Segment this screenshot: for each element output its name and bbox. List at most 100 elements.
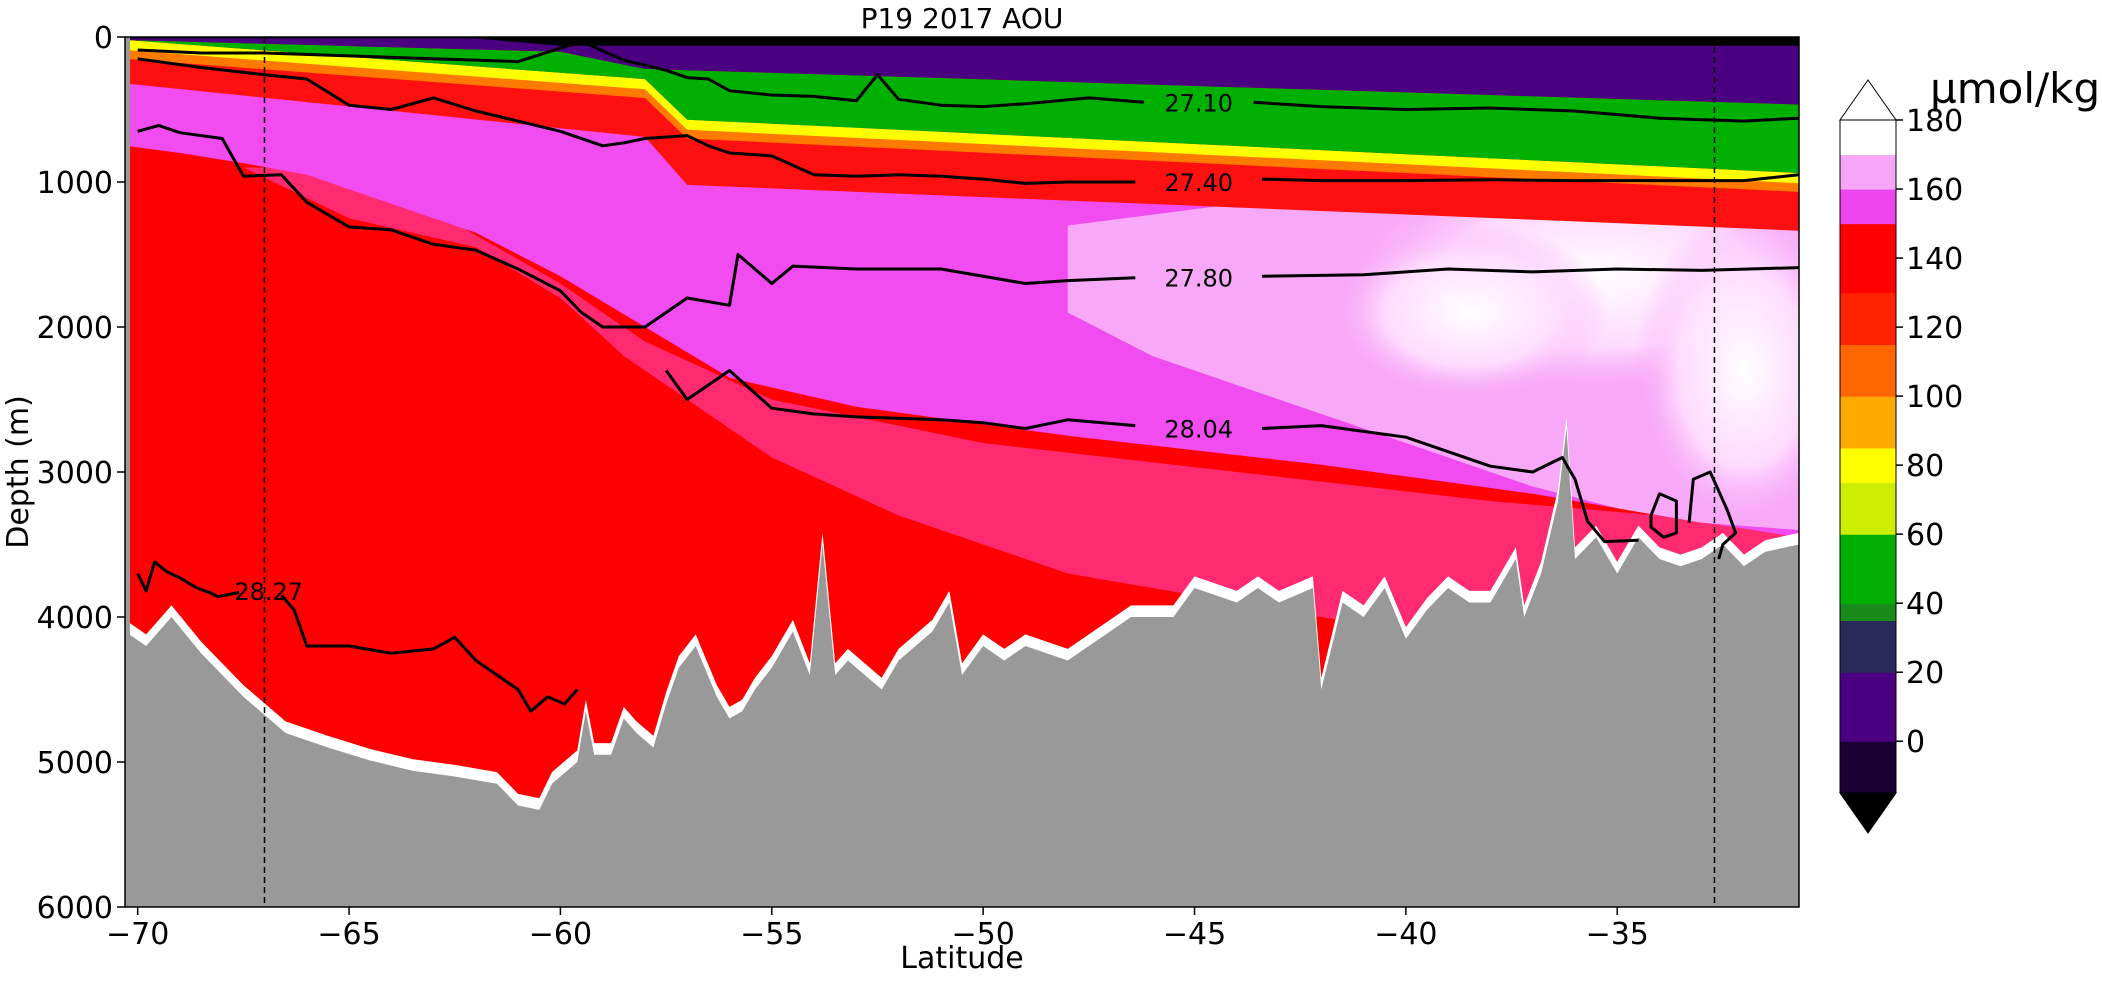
colorbar-segment <box>1840 154 1896 173</box>
white-max-core-2 <box>1329 222 1610 403</box>
colorbar-segment <box>1840 120 1896 138</box>
colorbar-label: µmol/kg <box>1930 64 2100 113</box>
yellow-band <box>125 39 1799 184</box>
isopycnal-28.04 <box>1649 492 1678 539</box>
y-axis-label: Depth (m) <box>1 395 36 549</box>
x-tick-label: −45 <box>1163 917 1226 952</box>
colorbar-segment <box>1840 171 1896 190</box>
y-tick-label: 3000 <box>37 456 113 491</box>
isopycnal-27.40 <box>137 57 1136 185</box>
contour-label: 27.10 <box>1164 89 1233 117</box>
colorbar-segment <box>1840 309 1896 328</box>
colorbar-segment <box>1840 275 1896 294</box>
isopycnal-27.80 <box>1262 266 1799 278</box>
contour-label: 27.80 <box>1164 265 1233 293</box>
x-tick-label: −35 <box>1586 917 1649 952</box>
surface-black-band <box>125 37 1799 46</box>
y-tick-label: 1000 <box>37 166 113 201</box>
y-tick-label: 2000 <box>37 311 113 346</box>
chart-title: P19 2017 AOU <box>861 2 1064 35</box>
colorbar-segment <box>1840 292 1896 311</box>
colorbar-segment <box>1840 240 1896 259</box>
colorbar-segment <box>1840 447 1896 466</box>
isopycnal-27.80 <box>137 124 1136 329</box>
colorbar-segment <box>1840 361 1896 380</box>
colorbar-segment <box>1840 482 1896 501</box>
upper-red-band <box>125 50 1799 231</box>
colorbar-segment <box>1840 465 1896 483</box>
axes: −70 −65 −60 −55 −50 −45 −40 −35 0 1000 2000 3000 400… <box>37 21 1649 952</box>
x-tick-label: −55 <box>740 917 803 952</box>
left-edge-mask <box>125 37 130 907</box>
colorbar-segment <box>1840 775 1896 794</box>
x-tick-label: −65 <box>317 917 380 952</box>
colorbar-segment <box>1840 327 1896 345</box>
colorbar-segment <box>1840 672 1896 691</box>
colorbar-extend-min <box>1839 792 1897 834</box>
pink-red-transition <box>243 167 1799 661</box>
x-tick-label: −40 <box>1374 917 1437 952</box>
y-tick-label: 6000 <box>37 891 113 926</box>
x-tick-label: −60 <box>529 917 592 952</box>
colorbar-segment <box>1840 620 1896 639</box>
y-tick-label: 5000 <box>37 746 113 781</box>
colorbar-segment <box>1840 206 1896 225</box>
isopycnal-28.27 <box>280 594 579 713</box>
y-tick-label: 4000 <box>37 601 113 636</box>
isopycnal-28.27 <box>136 560 240 599</box>
colorbar-tick-label: 0 <box>1906 725 1925 760</box>
colorbar-segment <box>1840 189 1896 207</box>
colorbar-extend-max <box>1839 79 1897 121</box>
colorbar-segment <box>1840 551 1896 570</box>
orange-band <box>125 47 1799 192</box>
colorbar-segment <box>1840 223 1896 242</box>
y-tick-label: 0 <box>94 21 113 56</box>
colorbar-segment <box>1840 603 1896 622</box>
colorbar-segment <box>1840 396 1896 414</box>
colorbar-tick-label: 160 <box>1906 173 1963 208</box>
colorbar-segment <box>1840 758 1896 777</box>
colorbar-tick-label: 60 <box>1906 518 1944 553</box>
colorbar-segment <box>1840 741 1896 760</box>
isopycnal-27.10 <box>137 39 1144 109</box>
colorbar-segment <box>1840 654 1896 673</box>
colorbar-segment <box>1840 689 1896 708</box>
colorbar-segment <box>1840 706 1896 725</box>
isopycnal-28.04 <box>664 369 1136 430</box>
colorbar-tick-label: 120 <box>1906 311 1963 346</box>
plot-area: 27.10 27.40 27.80 28.04 28.27 <box>125 37 1799 907</box>
colorbar-segment <box>1840 137 1896 156</box>
colorbar-segment <box>1840 637 1896 656</box>
colorbar-segment <box>1840 516 1896 535</box>
colorbar-frame <box>1839 119 1897 794</box>
isopycnal-27.40 <box>1262 173 1799 183</box>
bathymetry <box>125 428 1799 907</box>
isopycnal-28.04 <box>1262 424 1639 544</box>
colorbar: 0 20 40 60 80 100 120 140 160 180 <box>1839 79 1963 834</box>
contour-label: 28.27 <box>234 578 303 606</box>
colorbar-segment <box>1840 378 1896 397</box>
contour-label: 27.40 <box>1164 169 1233 197</box>
colorbar-segment <box>1840 413 1896 432</box>
colorbar-segment <box>1840 430 1896 449</box>
x-tick-label: −70 <box>106 917 169 952</box>
colorbar-tick-label: 40 <box>1906 587 1944 622</box>
colorbar-segment <box>1840 723 1896 742</box>
colorbar-segment <box>1840 344 1896 363</box>
purple-band <box>125 37 1799 105</box>
x-tick-label: −50 <box>951 917 1014 952</box>
isopycnal-28.04 <box>1687 470 1738 560</box>
contour-label: 28.04 <box>1164 416 1233 444</box>
isopycnal-27.10 <box>1253 100 1799 123</box>
colorbar-tick-label: 180 <box>1906 104 1963 139</box>
colorbar-segment <box>1840 585 1896 604</box>
colorbar-segment <box>1840 499 1896 518</box>
colorbar-segment <box>1840 534 1896 553</box>
colorbar-segment <box>1840 258 1896 276</box>
x-axis-label: Latitude <box>900 941 1023 976</box>
colorbar-tick-label: 140 <box>1906 242 1963 277</box>
colorbar-segment <box>1840 568 1896 587</box>
colorbar-tick-label: 20 <box>1906 656 1944 691</box>
colorbar-tick-label: 100 <box>1906 380 1963 415</box>
